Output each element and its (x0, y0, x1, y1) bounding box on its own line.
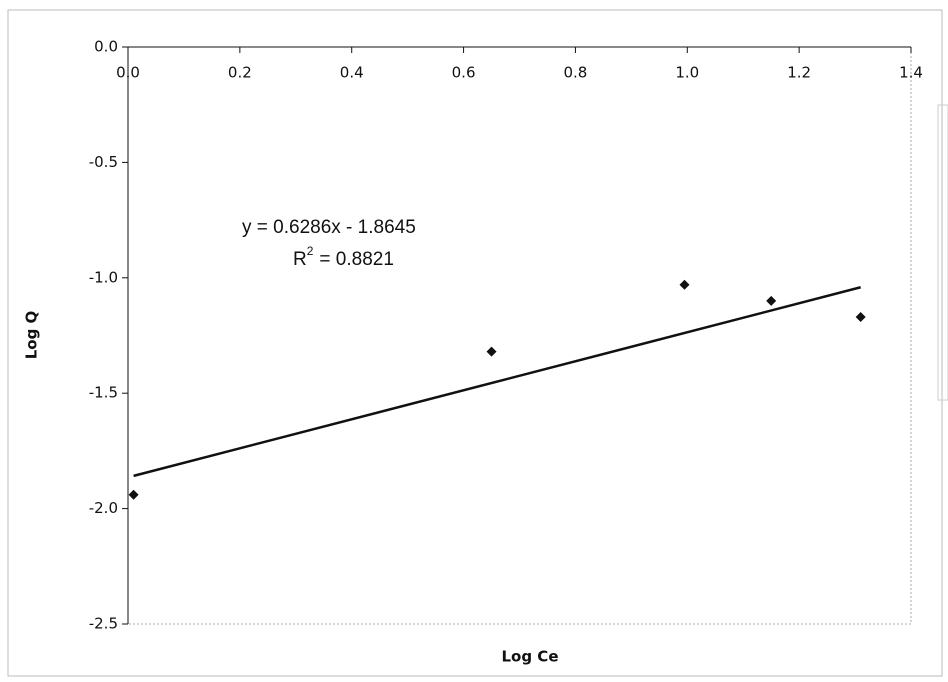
x-tick-label: 1.4 (899, 64, 923, 82)
r2-value: = 0.8821 (319, 249, 394, 270)
y-tick-label: -2.5 (89, 615, 118, 633)
r2-symbol: R (293, 249, 307, 270)
y-tick-label: -1.0 (89, 268, 118, 286)
x-tick-label: 0.6 (452, 64, 476, 82)
chart-border (8, 10, 942, 676)
x-tick-label: 1.0 (675, 64, 699, 82)
y-tick-label: -1.5 (89, 384, 118, 402)
x-tick-label: 0.4 (340, 64, 364, 82)
trend-equation: y = 0.6286x - 1.8645 (242, 217, 416, 238)
x-tick-label: 0.2 (228, 64, 252, 82)
x-tick-label: 1.2 (787, 64, 811, 82)
x-tick-label: 0.8 (563, 64, 587, 82)
x-tick-label: 0.0 (116, 64, 140, 82)
y-tick-label: -2.0 (89, 499, 118, 517)
chart: Log Ce Log Q y = 0.6286x - 1.8645 R2 = 0.… (0, 0, 948, 682)
r2-exponent: 2 (307, 244, 314, 258)
x-axis-title: Log Ce (501, 648, 558, 666)
y-tick-label: 0.0 (94, 38, 118, 56)
y-tick-label: -0.5 (89, 153, 118, 171)
y-axis-title: Log Q (23, 311, 41, 360)
